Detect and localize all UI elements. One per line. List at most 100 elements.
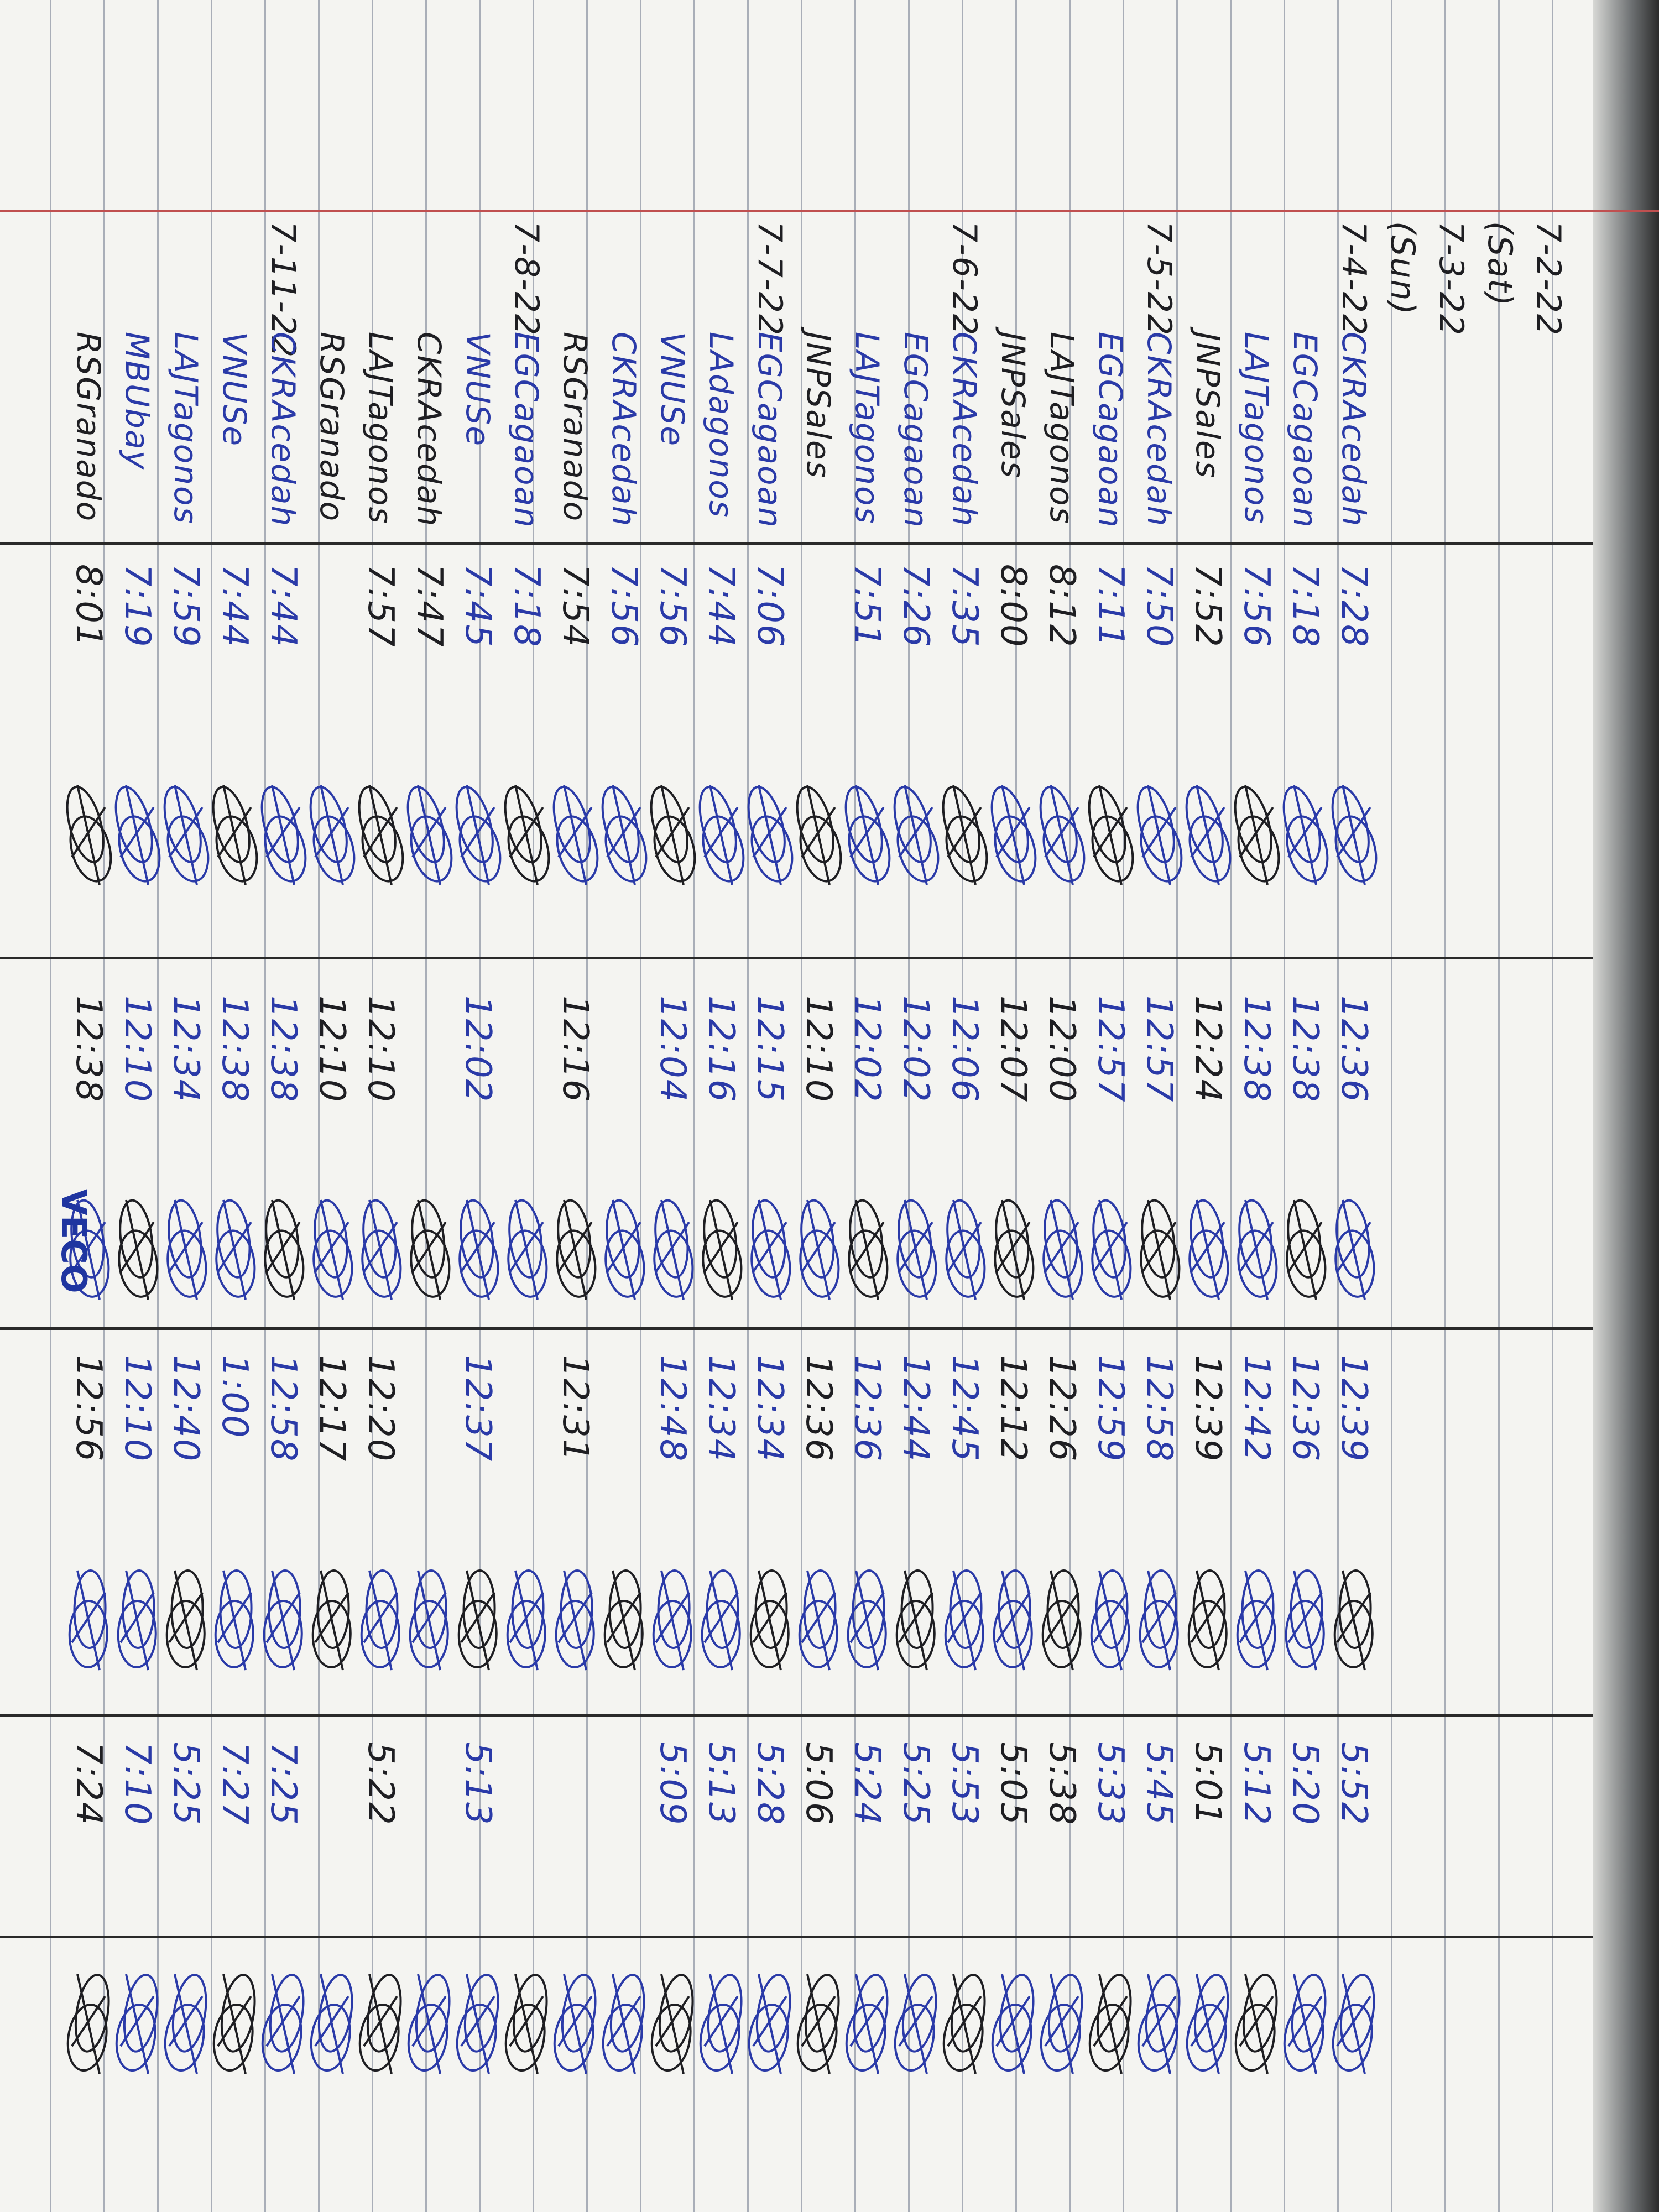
- signature-icon: [1186, 1974, 1229, 2074]
- log-row: JNPSales 12:10 12:36 5:06: [792, 0, 846, 2212]
- signature-icon: [844, 785, 891, 885]
- signature-icon: [1334, 1199, 1375, 1300]
- time-in-am: 8:01: [68, 564, 109, 648]
- time-in-am: 8:12: [1041, 564, 1082, 648]
- signature-icon: [1188, 1199, 1229, 1300]
- signature-icon: [942, 1974, 986, 2074]
- signature-icon: [1185, 785, 1232, 885]
- signature-icon: [702, 1199, 743, 1300]
- signature-icon: [1140, 1199, 1181, 1300]
- employee-name: VNUSe: [459, 332, 497, 447]
- signature-icon: [894, 1974, 937, 2074]
- time-out-pm: 5:09: [652, 1742, 693, 1826]
- log-row: RSGranado 7:54 12:16 12:31: [549, 0, 603, 2212]
- signature-icon: [796, 1974, 840, 2074]
- log-row: 7-7-22 EGCagaoan 7:06 12:15 12:34 5:28: [744, 0, 797, 2212]
- signature-icon: [847, 1569, 887, 1671]
- signature-icon: [602, 1974, 645, 2074]
- log-row: 7-5-22 CKRAcedah 7:50 12:57 12:58 5:45: [1133, 0, 1187, 2212]
- time-out-am: 12:00: [1041, 995, 1082, 1103]
- time-in-am: 7:54: [555, 564, 596, 648]
- signature-icon: [115, 1974, 159, 2074]
- time-in-pm: 12:20: [360, 1355, 401, 1463]
- signature-icon: [215, 1199, 256, 1300]
- signature-icon: [1282, 785, 1329, 885]
- signature-icon: [163, 785, 210, 885]
- time-out-pm: 7:24: [68, 1742, 109, 1826]
- signature-icon: [358, 785, 404, 885]
- signature-icon: [1042, 1199, 1083, 1300]
- log-row: 7-6-22 CKRAcedah 7:35 12:06 12:45 5:53: [938, 0, 992, 2212]
- signature-icon: [66, 785, 112, 885]
- time-out-pm: 5:22: [360, 1742, 401, 1826]
- signature-icon: [263, 1569, 303, 1671]
- time-out-pm: 5:05: [993, 1742, 1034, 1826]
- time-out-pm: 5:13: [457, 1742, 498, 1826]
- signature-icon: [650, 1974, 694, 2074]
- employee-name: CKRAcedah: [1335, 332, 1373, 528]
- log-row: LAJTagonos 7:57 12:10 12:20 5:22: [354, 0, 408, 2212]
- employee-name: EGCagaoan: [1092, 332, 1129, 529]
- signature-icon: [1331, 785, 1378, 885]
- time-out-am: 12:04: [652, 995, 693, 1103]
- signature-icon: [164, 1974, 207, 2074]
- employee-name: JNPSales: [1189, 332, 1227, 479]
- signature-icon: [410, 1199, 451, 1300]
- signature-icon: [264, 1199, 305, 1300]
- time-out-am: 12:06: [944, 995, 985, 1103]
- time-in-pm: 12:48: [652, 1355, 693, 1463]
- time-in-am: 7:50: [1139, 564, 1180, 648]
- employee-name: RSGranado: [70, 332, 107, 523]
- log-row: LAdagonos 7:44 12:16 12:34 5:13: [695, 0, 749, 2212]
- time-out-am: 12:57: [1139, 995, 1180, 1103]
- signature-icon: [945, 1199, 986, 1300]
- signature-icon: [896, 1199, 937, 1300]
- signature-icon: [114, 785, 161, 885]
- time-in-am: 7:44: [263, 564, 304, 648]
- signature-icon: [1040, 1974, 1083, 2074]
- time-out-pm: 5:12: [1236, 1742, 1277, 1826]
- log-row: JNPSales 8:00 12:07 12:12 5:05: [987, 0, 1041, 2212]
- employee-name: RSGranado: [556, 332, 594, 523]
- time-out-pm: 5:33: [1090, 1742, 1131, 1826]
- log-row: EGCagaoan 7:11 12:57 12:59 5:33: [1084, 0, 1138, 2212]
- signature-icon: [214, 1569, 254, 1671]
- time-out-am: 12:07: [993, 995, 1034, 1103]
- signature-icon: [1088, 1974, 1132, 2074]
- time-out-am: 12:38: [1285, 995, 1326, 1103]
- date-cell: (Sun): [1383, 221, 1422, 316]
- signature-icon: [944, 1569, 984, 1671]
- signature-icon: [990, 785, 1037, 885]
- signature-icon: [1091, 1199, 1132, 1300]
- time-out-am: 12:38: [263, 995, 304, 1103]
- signature-icon: [360, 1569, 400, 1671]
- signature-icon: [1139, 1569, 1179, 1671]
- employee-name: LAJTagonos: [1043, 332, 1081, 525]
- time-out-am: 12:10: [360, 995, 401, 1103]
- employee-name: RSGranado: [313, 332, 351, 523]
- log-row: CKRAcedah 7:47: [403, 0, 457, 2212]
- signature-icon: [799, 1199, 840, 1300]
- employee-name: CKRAcedah: [605, 332, 643, 528]
- employee-name: JNPSales: [800, 332, 837, 479]
- time-in-am: 7:56: [603, 564, 644, 648]
- time-in-pm: 12:58: [263, 1355, 304, 1463]
- time-in-am: 7:11: [1090, 564, 1131, 648]
- log-row: EGCagaoan 7:18 12:38 12:36 5:20: [1279, 0, 1333, 2212]
- signature-icon: [750, 1199, 791, 1300]
- time-out-pm: 5:06: [798, 1742, 839, 1826]
- time-in-am: 7:57: [360, 564, 401, 648]
- time-in-pm: 12:44: [895, 1355, 936, 1463]
- employee-name: CKRAcedah: [946, 332, 983, 528]
- signature-icon: [601, 785, 648, 885]
- signature-icon: [458, 1199, 499, 1300]
- signature-icon: [311, 1569, 352, 1671]
- log-row: MBUbay 7:19 12:10 12:10 7:10: [111, 0, 165, 2212]
- signature-icon: [604, 1199, 645, 1300]
- signature-icon: [456, 1974, 499, 2074]
- employee-name: LAJTagonos: [1238, 332, 1275, 525]
- signature-icon: [747, 785, 794, 885]
- employee-name: MBUbay: [118, 332, 156, 471]
- time-in-am: 7:44: [214, 564, 255, 648]
